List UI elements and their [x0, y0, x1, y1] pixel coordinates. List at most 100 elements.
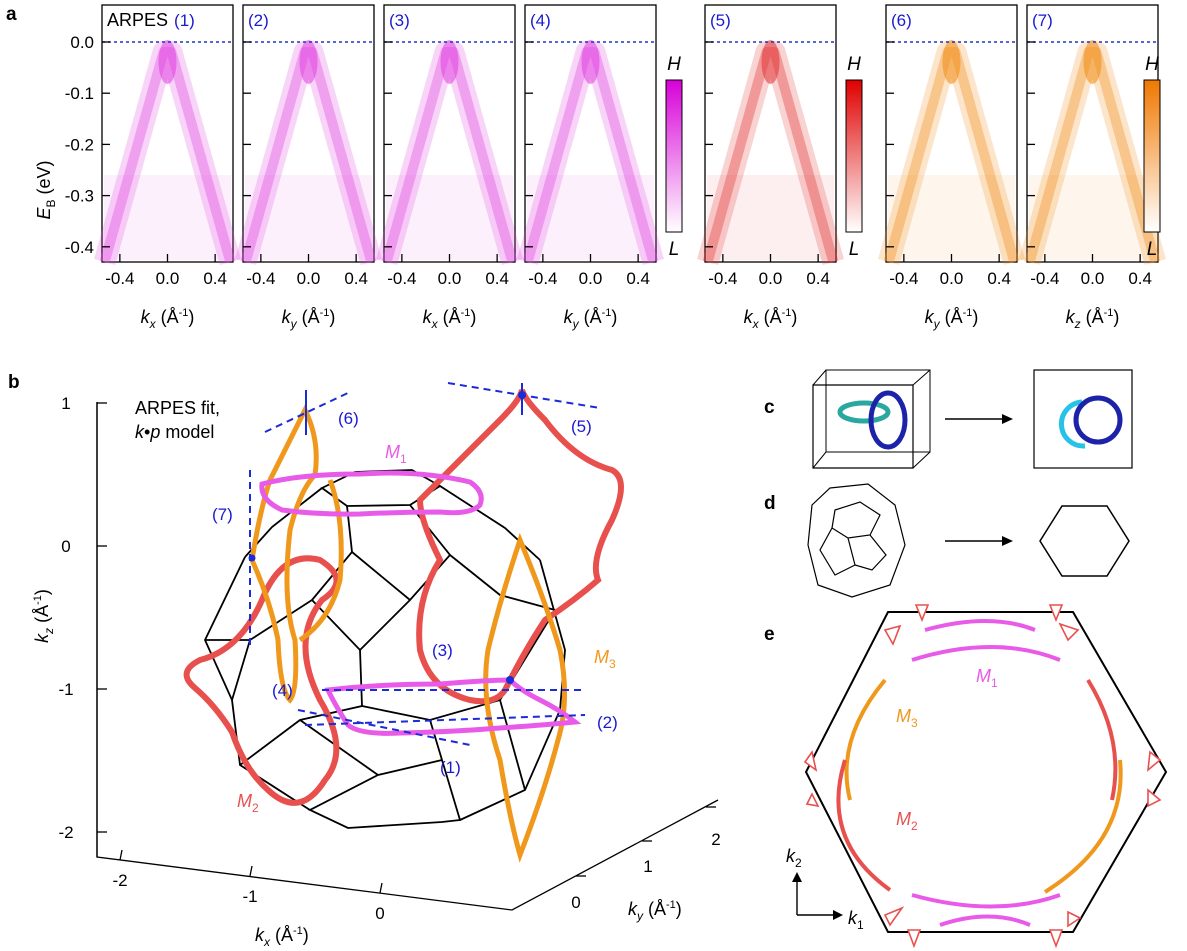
svg-text:0.4: 0.4: [987, 269, 1011, 288]
k1-label: k1: [848, 908, 864, 932]
arpes-panel-5: (5) -0.4 0.0 0.4 kx (Å-1): [705, 5, 836, 331]
svg-text:(1): (1): [440, 758, 461, 777]
svg-text:L: L: [669, 239, 680, 260]
k-axis-label-1: kx (Å-1): [141, 307, 195, 331]
k-axis-label-5: kx (Å-1): [744, 307, 798, 331]
k-tick-labels-5: -0.4 0.0 0.4: [708, 269, 830, 288]
k-tick-labels-7: -0.4 0.0 0.4: [1030, 269, 1152, 288]
svg-text:L: L: [849, 239, 860, 260]
panel-letter-e: e: [764, 624, 775, 645]
svg-text:0: 0: [375, 904, 384, 923]
svg-text:0.0: 0.0: [297, 269, 321, 288]
svg-text:-1: -1: [58, 680, 73, 699]
svg-text:0.4: 0.4: [626, 269, 650, 288]
k-tick-labels-1: -0.4 0.0 0.4: [105, 269, 227, 288]
panel-letter-c: c: [764, 397, 775, 418]
svg-text:-2: -2: [112, 871, 127, 890]
loop-label-m2: M2: [237, 791, 259, 815]
svg-text:-0.4: -0.4: [387, 269, 416, 288]
svg-text:0.4: 0.4: [806, 269, 830, 288]
loop-label-m1: M1: [385, 442, 407, 466]
arpes-panel-4: (4) -0.4 0.0 0.4 ky (Å-1): [525, 5, 656, 331]
k-axis-label-6: ky (Å-1): [925, 307, 979, 331]
svg-text:-0.1: -0.1: [65, 84, 94, 103]
arpes-panel-6: (6) -0.4 0.0 0.4 ky (Å-1): [886, 5, 1017, 331]
cut-label-3: (3): [389, 11, 410, 30]
colorbar-3: HL: [1144, 54, 1160, 260]
svg-text:-0.4: -0.4: [1030, 269, 1059, 288]
k2-label: k2: [786, 846, 802, 870]
kx-tick-labels: -2 -1 0: [112, 871, 384, 923]
arpes-panel-3: (3) -0.4 0.0 0.4 kx (Å-1): [384, 5, 515, 331]
svg-text:0.0: 0.0: [156, 269, 180, 288]
energy-axis-label: EB (eV): [34, 160, 58, 219]
k-axis-label-4: ky (Å-1): [564, 307, 618, 331]
svg-text:(7): (7): [212, 505, 233, 524]
svg-text:H: H: [847, 54, 861, 75]
svg-text:0: 0: [61, 537, 70, 556]
arpes-panel-7: (7) -0.4 0.0 0.4 kz (Å-1): [1027, 5, 1158, 331]
svg-text:(2): (2): [597, 713, 618, 732]
panel-e-2d-projection: M1 M3 M2 k2 k1: [786, 605, 1166, 946]
panel-letter-d: d: [764, 493, 776, 514]
energy-tick-labels: 0.0 -0.1 -0.2 -0.3 -0.4: [65, 33, 94, 257]
svg-text:-0.4: -0.4: [65, 238, 94, 257]
svg-text:-2: -2: [58, 823, 73, 842]
svg-text:0.4: 0.4: [1128, 269, 1152, 288]
svg-text:0.0: 0.0: [70, 33, 94, 52]
svg-text:1: 1: [643, 857, 652, 876]
cut-label-4: (4): [530, 11, 551, 30]
svg-text:0.4: 0.4: [344, 269, 368, 288]
svg-text:-0.2: -0.2: [65, 135, 94, 154]
panel-c-hopf-link: [813, 370, 1132, 468]
kz-axis-label: kz (Å-1): [32, 589, 56, 643]
e-loop-label-m1: M1: [976, 666, 998, 690]
svg-text:1: 1: [61, 394, 70, 413]
svg-text:L: L: [1147, 239, 1158, 260]
cut-label-6: (6): [891, 11, 912, 30]
kz-tick-labels: 1 0 -1 -2: [58, 394, 73, 842]
cut-markers: [249, 383, 601, 745]
svg-text:0.0: 0.0: [438, 269, 462, 288]
cut-label-2: (2): [248, 11, 269, 30]
k-axis-label-2: ky (Å-1): [282, 307, 336, 331]
panel-b-3d-bz: ARPES fit, k•p model 1 0 -1 -2 kz (Å-1) …: [32, 383, 721, 949]
kz-ticks: [97, 403, 107, 832]
svg-text:H: H: [1145, 54, 1159, 75]
k-tick-labels-3: -0.4 0.0 0.4: [387, 269, 509, 288]
ky-axis-label: ky (Å-1): [628, 899, 682, 923]
panel-d-bz-projection: [808, 484, 1129, 597]
cut-label-7: (7): [1032, 11, 1053, 30]
svg-text:-0.4: -0.4: [889, 269, 918, 288]
svg-text:H: H: [667, 54, 681, 75]
colorbar-1: HL: [666, 54, 682, 260]
cut-label-1: ARPES (1): [107, 10, 195, 30]
k-axis-label-7: kz (Å-1): [1066, 307, 1120, 331]
e-loop-label-m2: M2: [896, 809, 918, 833]
panel-a-arpes: EB (eV) 0.0 -0.1 -0.2 -0.3 -0.4 ARPES (1) -0.4…: [34, 5, 1160, 331]
svg-text:(5): (5): [571, 417, 592, 436]
svg-text:-0.4: -0.4: [105, 269, 134, 288]
fit-label-line1: ARPES fit,: [135, 398, 220, 418]
panel-letter-b: b: [8, 372, 20, 393]
svg-text:-0.3: -0.3: [65, 187, 94, 206]
svg-text:-0.4: -0.4: [708, 269, 737, 288]
loop-m2-left: [187, 558, 337, 803]
k-tick-labels-4: -0.4 0.0 0.4: [528, 269, 650, 288]
svg-text:0.4: 0.4: [203, 269, 227, 288]
svg-text:(6): (6): [338, 409, 359, 428]
svg-text:0.0: 0.0: [940, 269, 964, 288]
colorbar-2: HL: [846, 54, 862, 260]
k-tick-labels-2: -0.4 0.0 0.4: [246, 269, 368, 288]
e-loop-label-m3: M3: [896, 706, 918, 730]
arpes-panel-1: ARPES (1) -0.4 0.0 0.4 kx (Å-1): [102, 5, 233, 331]
k-tick-labels-6: -0.4 0.0 0.4: [889, 269, 1011, 288]
svg-text:0.0: 0.0: [579, 269, 603, 288]
cut-label-5: (5): [710, 11, 731, 30]
bz-axes-frame: [97, 402, 718, 910]
svg-text:2: 2: [711, 830, 720, 849]
svg-text:(4): (4): [272, 681, 293, 700]
panel-letter-a: a: [6, 4, 17, 25]
svg-text:0.0: 0.0: [1081, 269, 1105, 288]
